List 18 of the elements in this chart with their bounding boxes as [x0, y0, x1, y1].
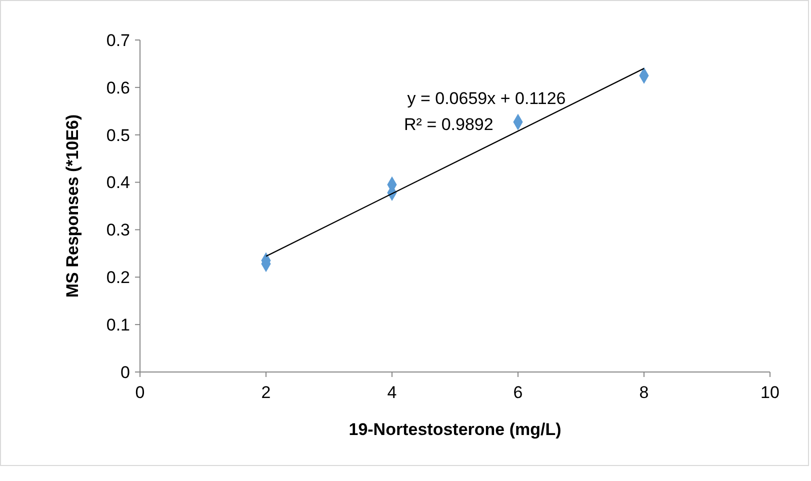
y-tick-label: 0.1: [106, 316, 130, 335]
x-axis-title: 19-Nortestosterone (mg/L): [348, 420, 562, 439]
y-tick-label: 0: [120, 362, 130, 382]
y-tick-label: 0.7: [106, 30, 130, 50]
x-tick-label: 10: [760, 383, 780, 402]
annotation: R² = 0.9892: [404, 115, 494, 134]
x-tick-label: 2: [261, 383, 271, 402]
x-tick-label: 8: [639, 383, 649, 402]
x-tick-label: 0: [135, 383, 145, 402]
y-tick-label: 0.4: [106, 173, 130, 192]
annotation: y = 0.0659x + 0.1126: [407, 89, 566, 108]
x-tick-label: 4: [387, 383, 397, 402]
y-tick-label: 0.2: [106, 268, 130, 288]
y-tick-label: 0.5: [106, 126, 130, 145]
x-tick-label: 6: [513, 383, 523, 402]
y-tick-label: 0.3: [106, 220, 130, 240]
y-axis-title: MS Responses (*10E6): [63, 114, 82, 298]
y-tick-label: 0.6: [106, 78, 130, 98]
